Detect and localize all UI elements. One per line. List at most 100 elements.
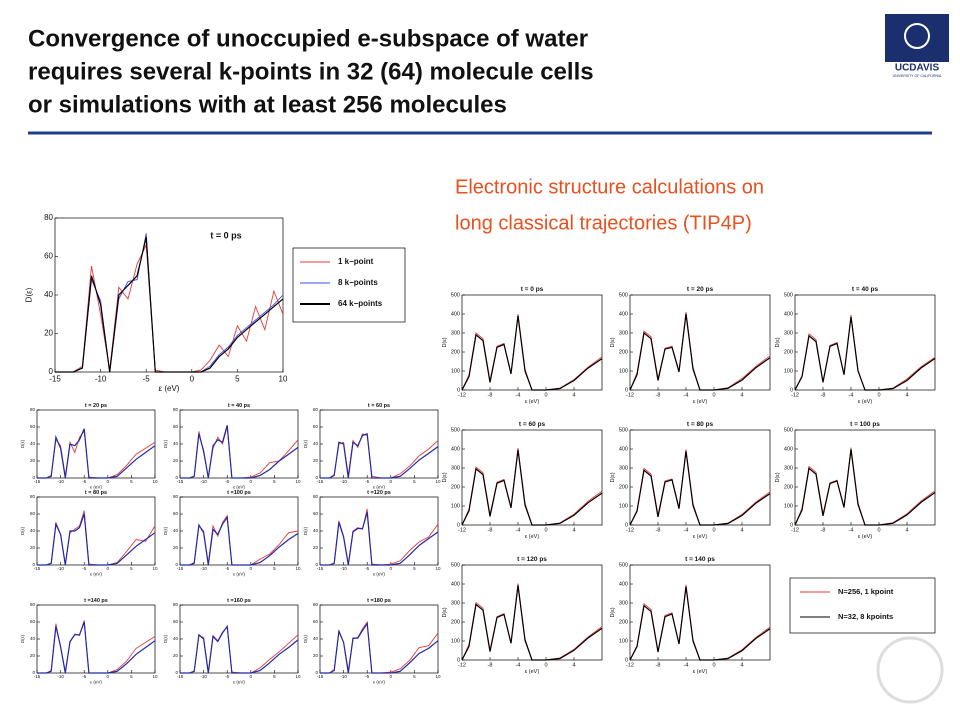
y-tick-label: 500 bbox=[784, 292, 793, 298]
y-tick-label: 20 bbox=[173, 458, 179, 463]
y-tick-label: 60 bbox=[313, 424, 319, 429]
y-axis-label: D(ε) bbox=[775, 337, 781, 347]
y-tick-label: 40 bbox=[30, 636, 36, 641]
y-tick-label: 0 bbox=[32, 670, 35, 675]
y-tick-label: 60 bbox=[30, 619, 36, 624]
x-tick-label: -15 bbox=[317, 674, 324, 679]
y-tick-label: 300 bbox=[451, 465, 460, 471]
x-tick-label: 0 bbox=[877, 392, 880, 398]
y-axis-label: D(ε) bbox=[303, 439, 308, 448]
y-tick-label: 80 bbox=[313, 494, 319, 499]
x-tick-label: -15 bbox=[34, 566, 41, 571]
x-tick-label: -15 bbox=[177, 566, 184, 571]
x-tick-label: 5 bbox=[413, 566, 416, 571]
x-tick-label: -10 bbox=[200, 479, 207, 484]
y-tick-label: 500 bbox=[619, 562, 628, 568]
y-tick-label: 60 bbox=[173, 424, 179, 429]
x-axis-label: ε (eV) bbox=[693, 669, 708, 675]
y-tick-label: 200 bbox=[619, 484, 628, 490]
y-axis-label: D(ε) bbox=[25, 287, 34, 302]
y-tick-label: 40 bbox=[173, 528, 179, 533]
y-axis-label: D(ε) bbox=[163, 634, 168, 643]
y-tick-label: 40 bbox=[313, 636, 319, 641]
x-axis-label: ε (eV) bbox=[373, 680, 385, 685]
y-tick-label: 20 bbox=[313, 458, 319, 463]
x-tick-label: 0 bbox=[390, 674, 393, 679]
x-tick-label: -10 bbox=[340, 674, 347, 679]
x-tick-label: -4 bbox=[516, 662, 521, 668]
x-tick-label: 10 bbox=[435, 479, 441, 484]
dos-curve bbox=[180, 425, 299, 479]
x-axis-label: ε (eV) bbox=[233, 485, 245, 490]
plot-title: t =180 ps bbox=[367, 598, 391, 604]
plot-title: t = 20 ps bbox=[85, 403, 107, 409]
dos-curve bbox=[320, 432, 439, 479]
y-tick-label: 100 bbox=[619, 503, 628, 509]
legend-label: N=32, 8 kpoints bbox=[838, 612, 893, 621]
plot-title: t =160 ps bbox=[227, 598, 251, 604]
y-tick-label: 60 bbox=[313, 511, 319, 516]
x-tick-label: 5 bbox=[273, 566, 276, 571]
y-tick-label: 500 bbox=[451, 427, 460, 433]
y-tick-label: 100 bbox=[451, 503, 460, 509]
dos-curve bbox=[629, 586, 771, 661]
y-tick-label: 200 bbox=[451, 619, 460, 625]
y-tick-label: 40 bbox=[30, 441, 36, 446]
y-tick-label: 80 bbox=[173, 494, 179, 499]
logo-bg bbox=[885, 14, 949, 62]
x-tick-label: 5 bbox=[235, 374, 240, 383]
dos-curve bbox=[461, 315, 603, 391]
dos-curve bbox=[461, 449, 603, 526]
x-tick-label: 0 bbox=[390, 479, 393, 484]
x-tick-label: 4 bbox=[740, 662, 743, 668]
x-axis-label: ε (eV) bbox=[233, 680, 245, 685]
y-axis-label: D(ε) bbox=[163, 526, 168, 535]
plot-title: t = 60 ps bbox=[519, 421, 546, 428]
x-axis-label: ε (eV) bbox=[233, 572, 245, 577]
x-tick-label: 10 bbox=[152, 479, 158, 484]
dos-curve bbox=[37, 428, 156, 479]
legend-label: N=256, 1 kpoint bbox=[838, 587, 894, 596]
x-tick-label: -8 bbox=[821, 392, 826, 398]
x-tick-label: -15 bbox=[49, 374, 61, 383]
x-tick-label: 10 bbox=[295, 674, 301, 679]
plot-title: t =140 ps bbox=[84, 598, 108, 604]
x-tick-label: 5 bbox=[413, 674, 416, 679]
y-tick-label: 0 bbox=[790, 387, 793, 393]
y-tick-label: 400 bbox=[451, 581, 460, 587]
x-tick-label: 0 bbox=[107, 674, 110, 679]
x-tick-label: -12 bbox=[458, 392, 466, 398]
x-axis-label: ε (eV) bbox=[159, 384, 180, 393]
x-tick-label: -4 bbox=[516, 392, 521, 398]
x-tick-label: 10 bbox=[435, 566, 441, 571]
y-tick-label: 100 bbox=[451, 368, 460, 374]
y-tick-label: 500 bbox=[784, 427, 793, 433]
y-tick-label: 200 bbox=[451, 484, 460, 490]
x-tick-label: -8 bbox=[821, 527, 826, 533]
y-tick-label: 100 bbox=[619, 368, 628, 374]
x-tick-label: -5 bbox=[225, 479, 229, 484]
dos-curve bbox=[180, 624, 299, 674]
plot-title: t = 40 ps bbox=[852, 286, 879, 293]
y-tick-label: 60 bbox=[173, 511, 179, 516]
x-axis-label: ε (eV) bbox=[373, 572, 385, 577]
x-tick-label: 0 bbox=[544, 392, 547, 398]
legend-label: 1 k−point bbox=[338, 257, 374, 266]
x-tick-label: -10 bbox=[57, 674, 64, 679]
x-tick-label: -5 bbox=[82, 566, 86, 571]
x-tick-label: -4 bbox=[516, 527, 521, 533]
y-tick-label: 400 bbox=[619, 446, 628, 452]
x-tick-label: -4 bbox=[849, 392, 854, 398]
x-axis-label: ε (eV) bbox=[693, 534, 708, 540]
y-tick-label: 0 bbox=[457, 522, 460, 528]
x-tick-label: 0 bbox=[107, 566, 110, 571]
x-tick-label: -8 bbox=[488, 662, 493, 668]
plot-title: t = 100 ps bbox=[850, 421, 880, 428]
x-tick-label: 0 bbox=[877, 527, 880, 533]
y-axis-label: D(ε) bbox=[20, 526, 25, 535]
logo-emblem bbox=[904, 23, 930, 49]
x-tick-label: -10 bbox=[57, 566, 64, 571]
plot-frame bbox=[319, 409, 439, 479]
plot-frame bbox=[54, 217, 284, 373]
y-tick-label: 0 bbox=[175, 475, 178, 480]
